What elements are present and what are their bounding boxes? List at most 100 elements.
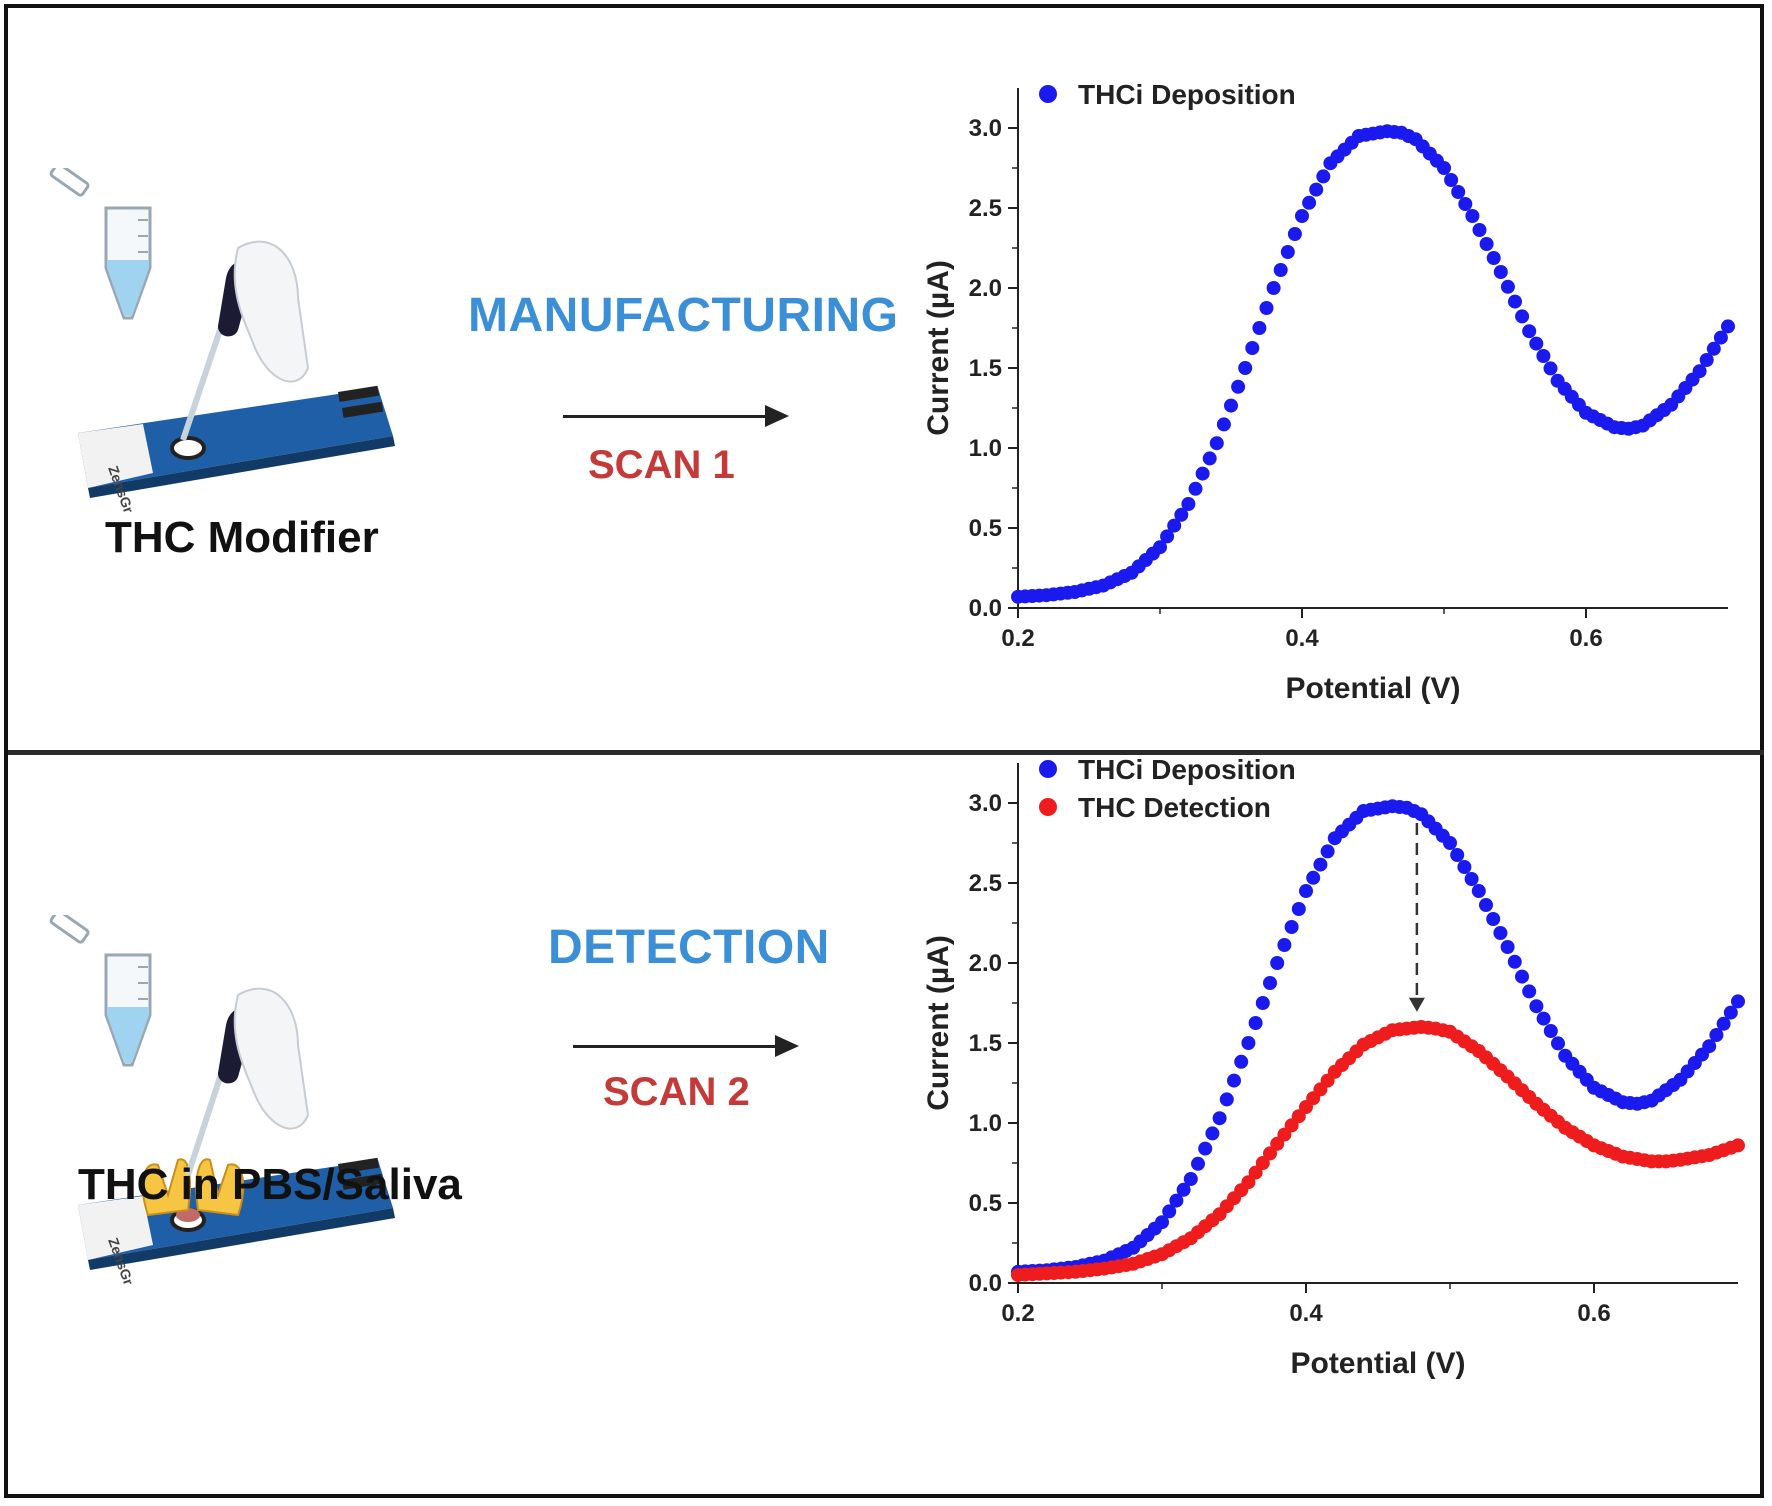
data-point bbox=[1702, 1039, 1717, 1054]
y-tick-label: 1.5 bbox=[969, 355, 1002, 382]
data-point bbox=[1529, 336, 1544, 351]
x-tick-label: 0.6 bbox=[1569, 625, 1602, 652]
data-point bbox=[1263, 976, 1277, 990]
y-tick-label: 1.0 bbox=[969, 1110, 1002, 1137]
data-point bbox=[1437, 161, 1451, 175]
data-point bbox=[1508, 294, 1522, 309]
data-point bbox=[1493, 926, 1508, 940]
data-point bbox=[1515, 969, 1529, 984]
x-tick-label: 0.6 bbox=[1577, 1300, 1610, 1327]
y-tick-label: 2.0 bbox=[969, 950, 1002, 977]
data-point bbox=[1507, 954, 1522, 969]
data-point bbox=[1713, 330, 1728, 345]
manufacturing-label: MANUFACTURING bbox=[468, 289, 899, 342]
data-point bbox=[1212, 1111, 1227, 1126]
deposition-chart: 0.0 0.5 1.0 1.5 2.0 2.5 3.0 0.2 0.4 0.6 Potential … bbox=[922, 79, 1735, 705]
data-point bbox=[1320, 844, 1335, 859]
data-point bbox=[1252, 321, 1267, 335]
data-point bbox=[1284, 920, 1299, 934]
data-point bbox=[1167, 518, 1182, 533]
data-point bbox=[1316, 169, 1331, 184]
legend-label: THC Detection bbox=[1078, 792, 1271, 823]
data-point bbox=[1195, 466, 1210, 481]
data-point bbox=[1291, 902, 1306, 916]
y-tick-label: 2.5 bbox=[969, 870, 1002, 897]
x-tick-label: 0.2 bbox=[1001, 625, 1034, 652]
data-point bbox=[1169, 1193, 1184, 1208]
y-axis-label: Current (µA) bbox=[922, 260, 955, 436]
data-point bbox=[1188, 481, 1203, 496]
data-point bbox=[1202, 451, 1217, 466]
y-tick-label: 0.5 bbox=[969, 1190, 1002, 1217]
data-point bbox=[1234, 1054, 1249, 1069]
data-point bbox=[1205, 1126, 1220, 1141]
data-point bbox=[1457, 860, 1472, 874]
data-point bbox=[1716, 1016, 1731, 1031]
legend-label: THCi Deposition bbox=[1078, 79, 1296, 110]
data-point bbox=[1709, 1028, 1724, 1042]
data-point bbox=[1259, 301, 1274, 315]
detection-arrow bbox=[573, 1035, 799, 1057]
pipette-icon bbox=[185, 987, 310, 1176]
x-tick-label: 0.4 bbox=[1289, 1300, 1323, 1327]
data-point bbox=[1522, 324, 1537, 339]
data-point bbox=[1471, 884, 1486, 898]
data-point bbox=[1162, 1204, 1177, 1219]
data-point bbox=[1465, 209, 1480, 223]
data-point bbox=[1692, 364, 1707, 379]
data-point bbox=[1721, 319, 1735, 334]
y-tick-label: 2.5 bbox=[969, 195, 1002, 222]
data-point bbox=[1263, 1146, 1277, 1161]
data-point bbox=[1306, 870, 1321, 885]
data-point bbox=[1723, 1005, 1738, 1020]
data-point bbox=[1266, 281, 1281, 295]
test-strip-icon: ZensGr bbox=[78, 385, 395, 516]
data-point bbox=[1280, 245, 1295, 259]
data-point bbox=[1731, 994, 1745, 1009]
data-point bbox=[1543, 361, 1558, 376]
y-tick-label: 3.0 bbox=[969, 115, 1002, 142]
data-point bbox=[1160, 529, 1175, 544]
data-point bbox=[1536, 349, 1551, 363]
series-detection bbox=[1011, 1020, 1745, 1282]
saliva-caption: THC in PBS/Saliva bbox=[78, 1160, 462, 1209]
data-point bbox=[1451, 185, 1466, 199]
thc-modifier-illustration: ZensGr bbox=[49, 168, 395, 516]
legend-label: THCi Deposition bbox=[1078, 754, 1296, 785]
manufacturing-panel: ZensGr THC Modifier MANUFACTURING SCAN 1… bbox=[8, 8, 1764, 750]
data-point bbox=[1515, 309, 1530, 324]
data-point bbox=[1270, 956, 1285, 970]
data-point bbox=[1155, 1215, 1169, 1230]
data-point bbox=[1176, 1182, 1191, 1197]
data-point bbox=[1255, 1156, 1270, 1170]
data-point bbox=[1209, 436, 1224, 451]
decrease-arrow-head bbox=[1408, 997, 1425, 1012]
data-point bbox=[1245, 341, 1260, 355]
data-point bbox=[1731, 1138, 1745, 1153]
data-point bbox=[1706, 341, 1721, 356]
data-point bbox=[1241, 1175, 1256, 1190]
data-point bbox=[1699, 353, 1714, 367]
data-point bbox=[1219, 1092, 1234, 1107]
data-point bbox=[1224, 398, 1238, 413]
data-point bbox=[1500, 279, 1515, 294]
data-point bbox=[1295, 209, 1309, 223]
legend-marker bbox=[1039, 760, 1057, 778]
x-axis-label: Potential (V) bbox=[1290, 1347, 1465, 1380]
data-point bbox=[1183, 1172, 1198, 1186]
y-tick-label: 0.0 bbox=[969, 595, 1002, 622]
hands-icon bbox=[141, 1158, 245, 1217]
detection-panel: ZensGr THC in PBS/Saliva DETECTION SCAN … bbox=[8, 754, 1764, 1498]
y-tick-label: 1.5 bbox=[969, 1030, 1002, 1057]
data-point bbox=[1198, 1141, 1213, 1156]
legend-marker bbox=[1039, 798, 1057, 816]
y-tick-label: 0.0 bbox=[969, 1270, 1002, 1297]
data-point bbox=[1543, 1024, 1558, 1038]
panel-divider bbox=[8, 750, 1764, 755]
data-point bbox=[1287, 227, 1302, 241]
y-tick-label: 0.5 bbox=[969, 515, 1002, 542]
data-point bbox=[1444, 173, 1459, 187]
data-point bbox=[1551, 1036, 1565, 1051]
data-point bbox=[1479, 237, 1494, 251]
legend-marker bbox=[1039, 85, 1057, 103]
